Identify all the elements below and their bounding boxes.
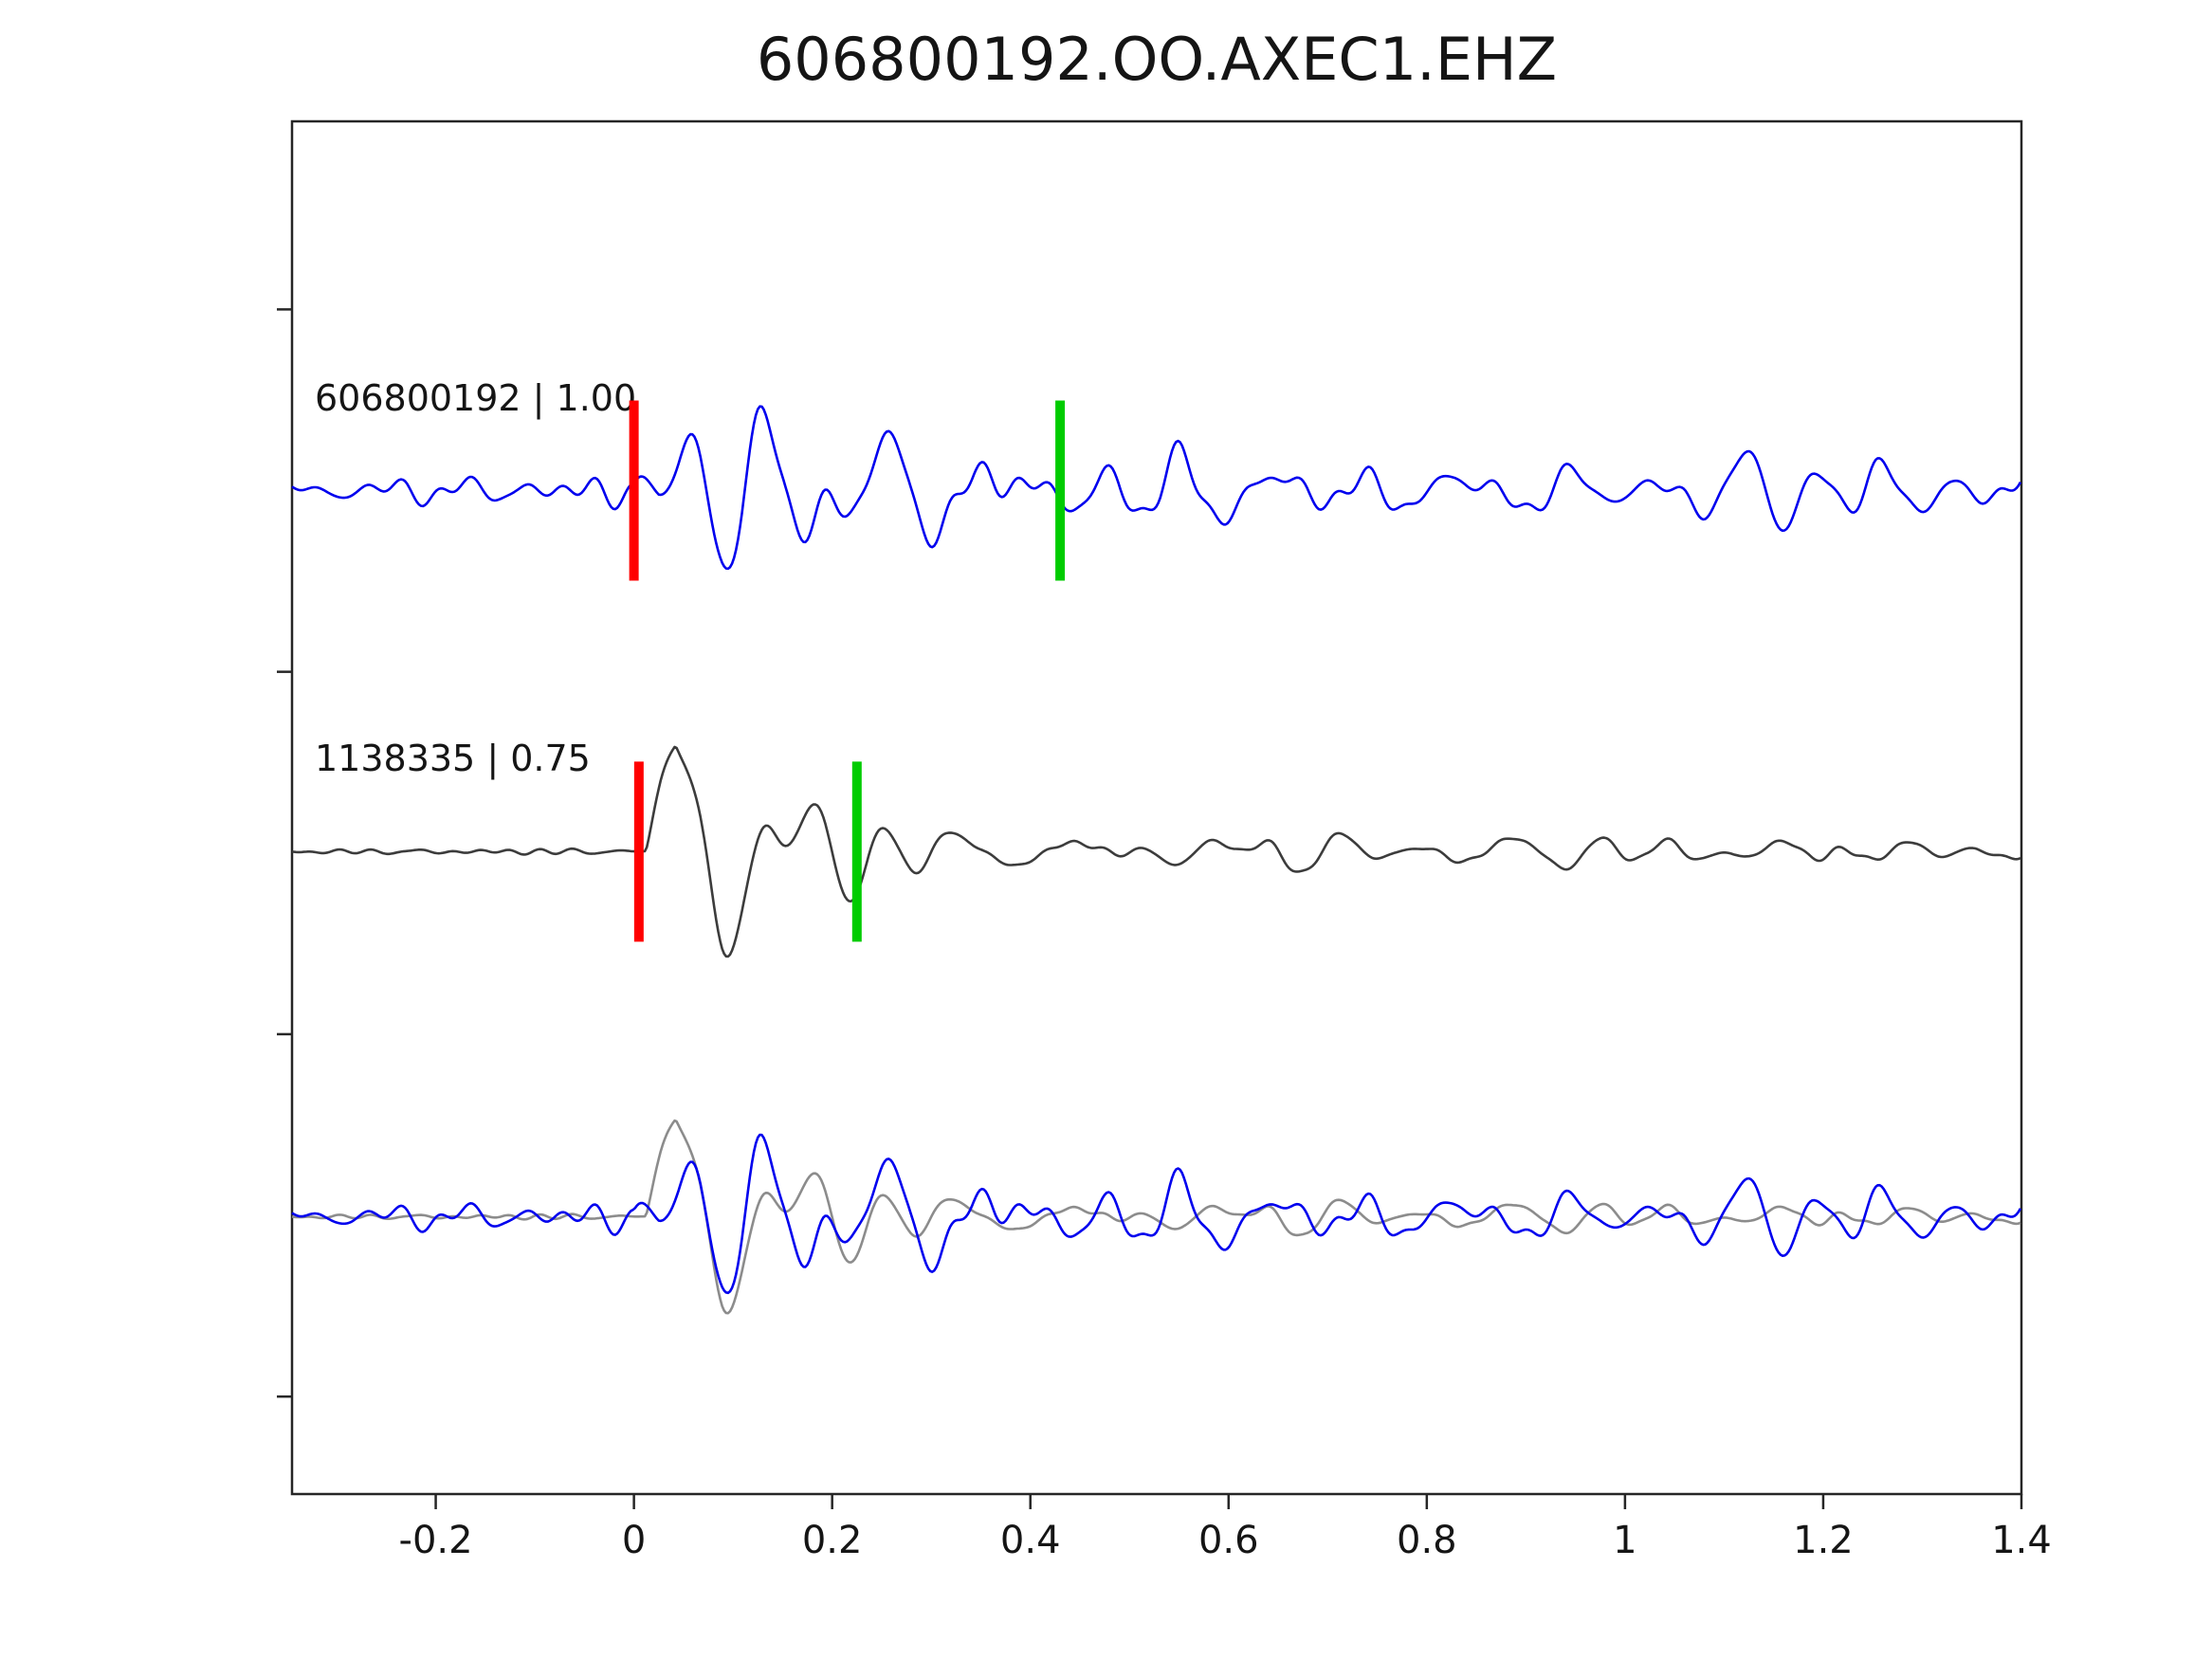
x-axis-tick-label: 0 bbox=[622, 1519, 646, 1562]
x-axis-tick-label: -0.2 bbox=[399, 1519, 473, 1562]
trace-label-template: 606800192 | 1.00 bbox=[315, 377, 637, 419]
x-axis-tick-label: 0.6 bbox=[1198, 1519, 1259, 1562]
trace-line-template bbox=[291, 405, 2022, 571]
plot-box bbox=[290, 119, 2023, 1496]
x-axis-tick-label: 0.2 bbox=[802, 1519, 863, 1562]
trace-line-detection bbox=[291, 745, 2021, 958]
x-axis-tick-label: 0.8 bbox=[1397, 1519, 1457, 1562]
trace-line-overlay-detection bbox=[291, 1119, 2021, 1315]
x-axis-tick-label: 1 bbox=[1613, 1519, 1636, 1562]
x-axis-tick-label: 0.4 bbox=[1000, 1519, 1061, 1562]
x-axis-tick-label: 1.4 bbox=[1991, 1519, 2052, 1562]
x-axis-tick-label: 1.2 bbox=[1793, 1519, 1854, 1562]
chart-title: 606800192.OO.AXEC1.EHZ bbox=[756, 25, 1558, 94]
trace-label-detection: 1138335 | 0.75 bbox=[315, 738, 591, 779]
trace-line-overlay-template bbox=[291, 1133, 2022, 1295]
